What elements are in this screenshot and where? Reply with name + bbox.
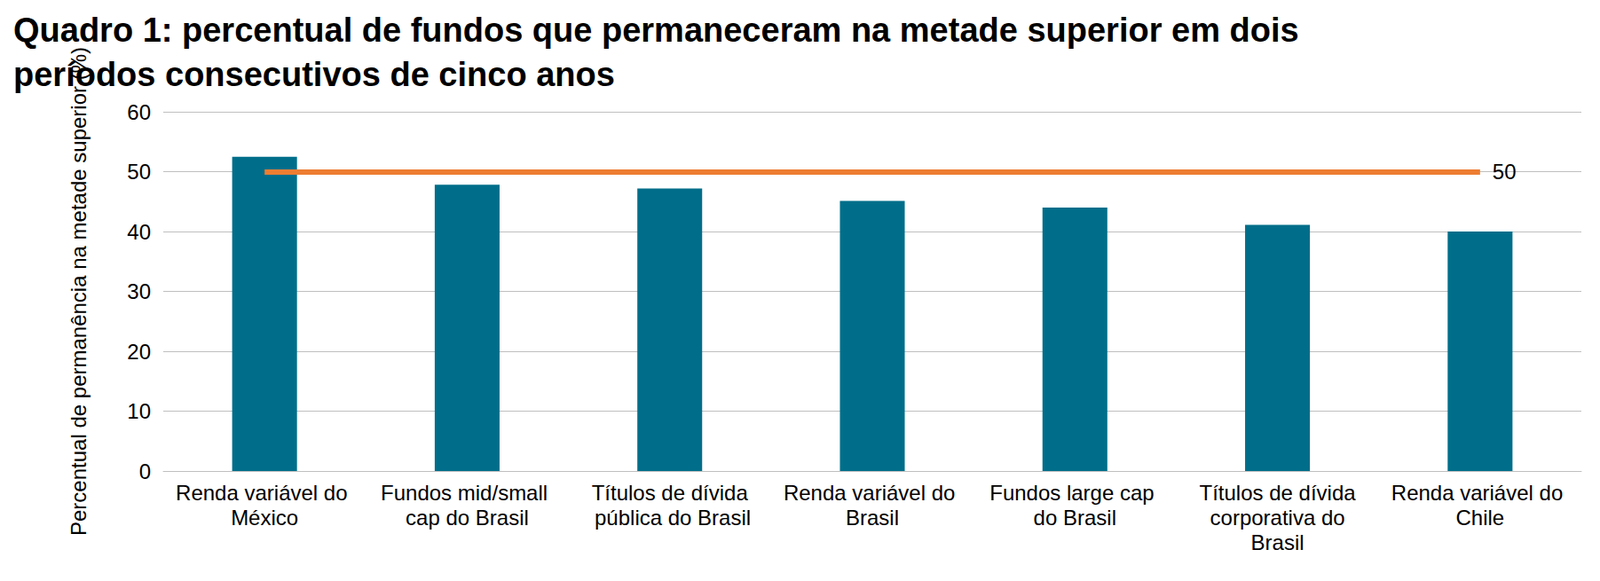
svg-text:50: 50 xyxy=(126,159,151,184)
svg-text:México: México xyxy=(230,505,299,530)
svg-text:40: 40 xyxy=(126,220,151,245)
svg-text:Brasil: Brasil xyxy=(1251,530,1305,555)
svg-text:Renda variável do: Renda variável do xyxy=(1391,480,1569,505)
svg-text:0: 0 xyxy=(139,459,151,484)
svg-text:Renda variável do: Renda variável do xyxy=(175,480,354,505)
svg-text:períodos consecutivos de cinco: períodos consecutivos de cinco anos xyxy=(13,55,615,94)
svg-text:60: 60 xyxy=(126,100,151,125)
svg-text:cap do Brasil: cap do Brasil xyxy=(405,505,529,530)
svg-text:Percentual de permanência na m: Percentual de permanência na metade supe… xyxy=(66,47,91,536)
svg-text:Títulos de dívida: Títulos de dívida xyxy=(591,480,749,505)
svg-text:do Brasil: do Brasil xyxy=(1033,505,1117,530)
svg-text:pública do Brasil: pública do Brasil xyxy=(588,505,751,530)
svg-text:20: 20 xyxy=(126,339,151,364)
svg-text:Fundos large cap: Fundos large cap xyxy=(989,480,1160,505)
svg-text:Renda variável do: Renda variável do xyxy=(783,480,962,505)
svg-text:30: 30 xyxy=(126,279,151,304)
svg-text:Brasil: Brasil xyxy=(845,505,899,530)
svg-text:corporativa do: corporativa do xyxy=(1204,505,1351,530)
svg-text:10: 10 xyxy=(126,399,151,424)
svg-text:Títulos de dívida: Títulos de dívida xyxy=(1199,480,1357,505)
svg-text:Quadro 1: percentual de fundos: Quadro 1: percentual de fundos que perma… xyxy=(13,11,1309,49)
svg-text:50: 50 xyxy=(1492,159,1517,184)
svg-text:Chile: Chile xyxy=(1456,505,1506,530)
svg-text:Fundos mid/small: Fundos mid/small xyxy=(380,480,554,505)
